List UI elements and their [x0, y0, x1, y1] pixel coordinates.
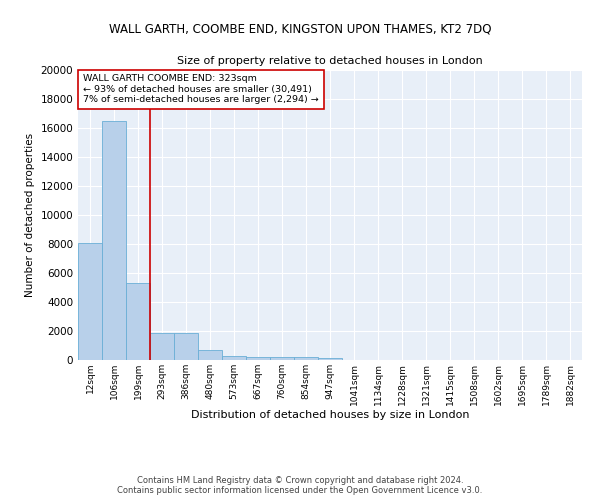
Bar [246, 357, 270, 360]
Text: WALL GARTH COOMBE END: 323sqm
← 93% of detached houses are smaller (30,491)
7% o: WALL GARTH COOMBE END: 323sqm ← 93% of d… [83, 74, 319, 104]
Bar [270, 357, 294, 360]
Text: Contains HM Land Registry data © Crown copyright and database right 2024.
Contai: Contains HM Land Registry data © Crown c… [118, 476, 482, 495]
Text: WALL GARTH, COOMBE END, KINGSTON UPON THAMES, KT2 7DQ: WALL GARTH, COOMBE END, KINGSTON UPON TH… [109, 22, 491, 36]
Title: Size of property relative to detached houses in London: Size of property relative to detached ho… [177, 56, 483, 66]
Bar [318, 358, 342, 360]
Bar [102, 120, 126, 360]
Bar [126, 283, 150, 360]
Bar [174, 333, 198, 360]
Y-axis label: Number of detached properties: Number of detached properties [25, 133, 35, 297]
Bar [222, 356, 246, 360]
Bar [294, 357, 318, 360]
X-axis label: Distribution of detached houses by size in London: Distribution of detached houses by size … [191, 410, 469, 420]
Bar [78, 242, 102, 360]
Bar [150, 333, 174, 360]
Bar [198, 350, 222, 360]
